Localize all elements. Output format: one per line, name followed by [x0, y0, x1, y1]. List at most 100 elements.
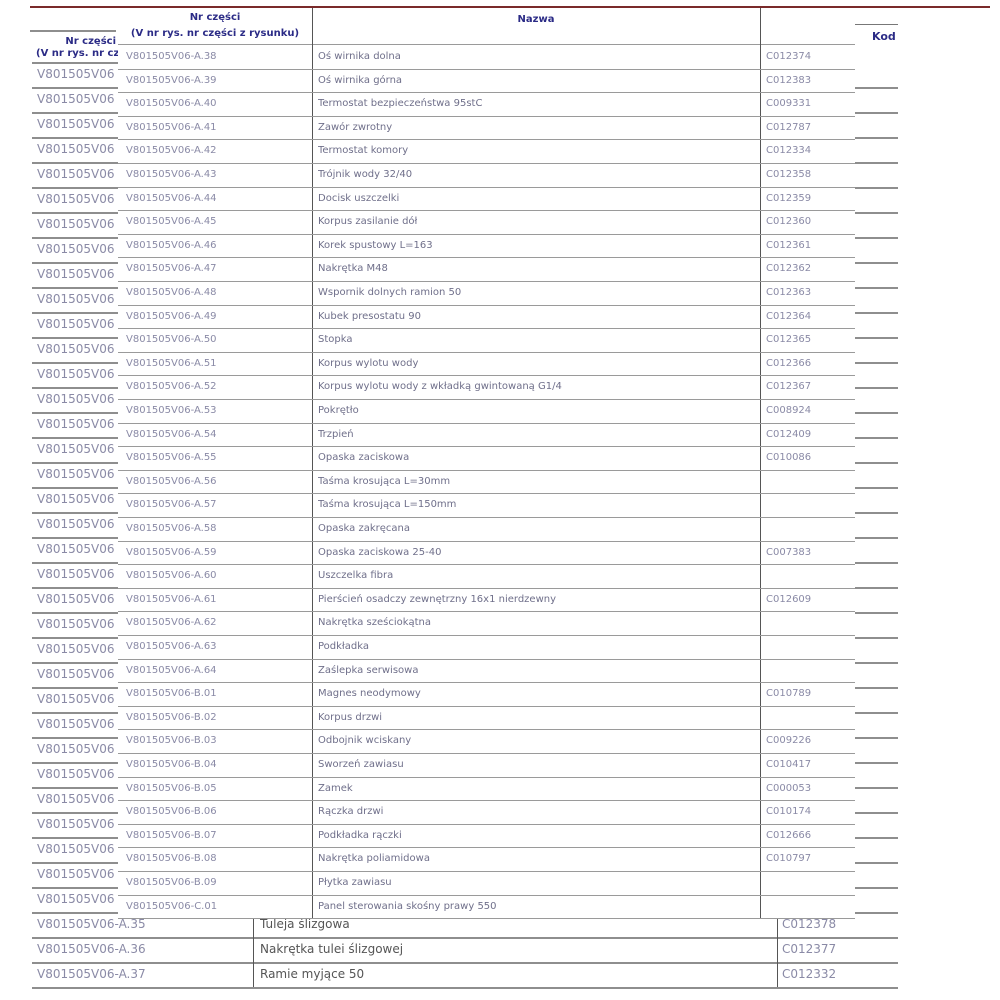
- part-name: Korpus zasilanie dół: [318, 216, 418, 228]
- back-row-nr: V801505V06: [37, 342, 115, 356]
- table-row: V801505V06-A.48 Wspornik dolnych ramion 5…: [118, 281, 855, 306]
- part-number: V801505V06-A.35: [37, 917, 146, 931]
- part-name: Sworzeń zawiasu: [318, 759, 404, 770]
- table-row: V801505V06-A.50 Stopka C012365: [118, 328, 855, 353]
- back-col-divider: [777, 912, 778, 987]
- part-number: V801505V06-A.57: [126, 499, 217, 511]
- back-row-nr: V801505V06: [37, 367, 115, 381]
- back-row-nr: V801505V06: [37, 517, 115, 531]
- back-row-nr: V801505V06: [37, 892, 115, 906]
- part-name: Korpus wylotu wody: [318, 357, 419, 369]
- part-code: C012363: [766, 287, 812, 298]
- part-code: C012332: [782, 967, 837, 981]
- part-number: V801505V06-A.63: [126, 641, 217, 652]
- part-name: Oś wirnika dolna: [318, 51, 401, 62]
- table-row: V801505V06-B.08 Nakrętka poliamidowa C0107…: [118, 847, 855, 872]
- back-row-nr: V801505V06: [37, 92, 115, 106]
- part-name: Korpus wylotu wody z wkładką gwintowaną …: [318, 381, 562, 393]
- back-header-kod: Kod: [872, 30, 896, 43]
- table-row: V801505V06-A.63 Podkładka: [118, 635, 855, 660]
- part-name: Nakrętka poliamidowa: [318, 853, 430, 865]
- part-number: V801505V06-B.06: [126, 806, 217, 818]
- part-name: Panel sterowania skośny prawy 550: [318, 900, 497, 912]
- part-number: V801505V06-A.42: [126, 145, 217, 157]
- part-code: C012383: [766, 74, 812, 86]
- part-name: Kubek presostatu 90: [318, 310, 422, 322]
- part-number: V801505V06-A.48: [126, 287, 217, 298]
- back-row-nr: V801505V06: [37, 67, 115, 81]
- part-name: Uszczelka fibra: [318, 570, 394, 582]
- part-name: Oś wirnika górna: [318, 74, 403, 86]
- part-number: V801505V06-A.43: [126, 169, 217, 180]
- table-row: V801505V06-B.01 Magnes neodymowy C010789: [118, 682, 855, 707]
- part-name: Trójnik wody 32/40: [318, 169, 413, 180]
- part-name: Docisk uszczelki: [318, 192, 400, 204]
- part-code: C010797: [766, 853, 812, 865]
- back-row-nr: V801505V06: [37, 742, 115, 756]
- part-number: V801505V06-A.64: [126, 664, 217, 676]
- part-name: Nakrętka tulei ślizgowej: [260, 942, 404, 956]
- part-number: V801505V06-B.02: [126, 711, 217, 723]
- part-number: V801505V06-A.55: [126, 452, 217, 464]
- table-row: V801505V06-B.05 Zamek C000053: [118, 777, 855, 802]
- part-number: V801505V06-A.46: [126, 239, 217, 251]
- part-code: C012409: [766, 428, 812, 440]
- table-row: V801505V06-A.49 Kubek presostatu 90 C01236…: [118, 305, 855, 330]
- part-code: C012787: [766, 121, 812, 133]
- part-code: C012361: [766, 239, 812, 251]
- back-table-row: V801505V06-A.36 Nakrętka tulei ślizgowej C…: [32, 937, 898, 964]
- part-number: V801505V06-A.62: [126, 617, 217, 629]
- back-row-nr: V801505V06: [37, 467, 115, 481]
- part-number: V801505V06-A.56: [126, 475, 217, 487]
- part-code: C010174: [766, 806, 812, 818]
- table-row: V801505V06-A.44 Docisk uszczelki C012359: [118, 187, 855, 212]
- part-code: C009226: [766, 735, 812, 747]
- part-name: Termostat bezpieczeństwa 95stC: [318, 98, 483, 110]
- table-row: V801505V06-A.56 Taśma krosująca L=30mm: [118, 470, 855, 495]
- table-row: V801505V06-B.07 Podkładka rączki C012666: [118, 824, 855, 849]
- part-name: Zamek: [318, 782, 353, 794]
- back-row-nr: V801505V06: [37, 267, 115, 281]
- front-header-nazwa: Nazwa: [517, 14, 555, 25]
- part-name: Nakrętka sześciokątna: [318, 617, 432, 629]
- part-code: C010417: [766, 759, 812, 770]
- front-header-rule: [118, 44, 855, 45]
- back-row-nr: V801505V06: [37, 692, 115, 706]
- back-row-nr: V801505V06: [37, 317, 115, 331]
- part-name: Nakrętka M48: [318, 263, 388, 275]
- back-row-nr: V801505V06: [37, 117, 115, 131]
- back-row-nr: V801505V06: [37, 542, 115, 556]
- front-table: Nr części (V nr rys. nr części z rysunku…: [118, 8, 855, 920]
- part-number: V801505V06-A.36: [37, 942, 146, 956]
- back-row-nr: V801505V06: [37, 242, 115, 256]
- back-table-row: V801505V06-A.35 Tuleja ślizgowa C012378: [32, 912, 898, 939]
- part-number: V801505V06-A.38: [126, 51, 217, 62]
- part-number: V801505V06-A.58: [126, 523, 217, 534]
- back-row-nr: V801505V06: [37, 167, 115, 181]
- part-number: V801505V06-A.50: [126, 334, 217, 346]
- part-number: V801505V06-A.41: [126, 121, 217, 133]
- part-name: Płytka zawiasu: [318, 877, 392, 888]
- back-row-nr: V801505V06: [37, 817, 115, 831]
- part-name: Rączka drzwi: [318, 806, 384, 818]
- back-row-nr: V801505V06: [37, 292, 115, 306]
- back-row-nr: V801505V06: [37, 592, 115, 606]
- part-number: V801505V06-A.44: [126, 192, 217, 204]
- part-name: Zaślepka serwisowa: [318, 664, 419, 676]
- part-name: Opaska zakręcana: [318, 523, 411, 534]
- table-row: V801505V06-B.06 Rączka drzwi C010174: [118, 800, 855, 825]
- part-code: C012364: [766, 310, 812, 322]
- part-code: C012366: [766, 357, 812, 369]
- back-row-nr: V801505V06: [37, 392, 115, 406]
- part-number: V801505V06-A.49: [126, 310, 217, 322]
- back-row-nr: V801505V06: [37, 842, 115, 856]
- table-row: V801505V06-A.61 Pierścień osadczy zewnętr…: [118, 588, 855, 613]
- part-name: Zawór zwrotny: [318, 121, 393, 133]
- table-row: V801505V06-A.58 Opaska zakręcana: [118, 517, 855, 542]
- part-name: Taśma krosująca L=30mm: [318, 475, 451, 487]
- part-number: V801505V06-A.39: [126, 74, 217, 86]
- table-row: V801505V06-B.04 Sworzeń zawiasu C010417: [118, 753, 855, 778]
- part-name: Wspornik dolnych ramion 50: [318, 287, 462, 298]
- part-name: Odbojnik wciskany: [318, 735, 412, 747]
- part-number: V801505V06-B.09: [126, 877, 217, 888]
